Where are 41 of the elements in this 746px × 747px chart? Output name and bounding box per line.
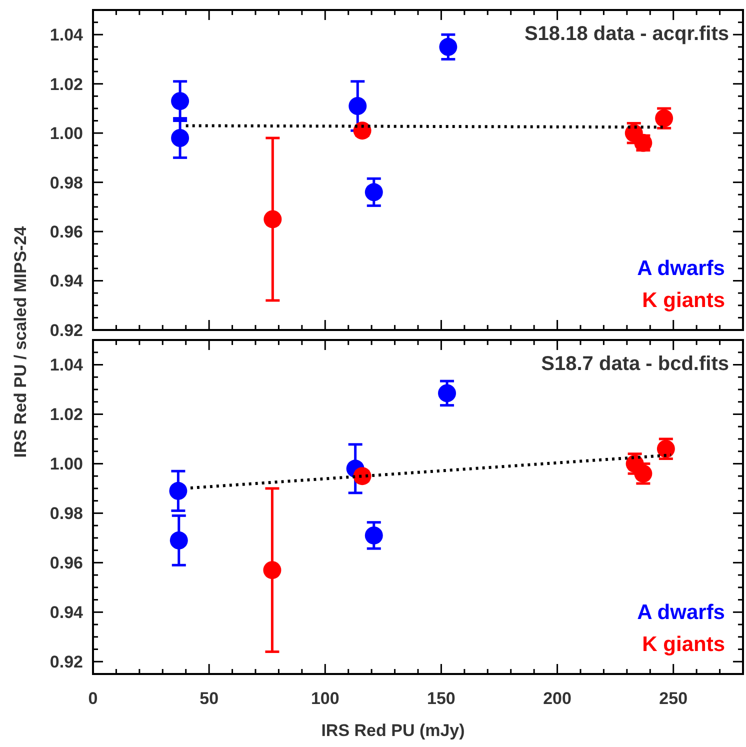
y-tick-label: 0.98 [50, 504, 83, 524]
point [353, 467, 372, 486]
point [364, 183, 383, 202]
y-tick-label: 0.92 [50, 320, 83, 340]
y-tick-label: 1.02 [50, 405, 83, 424]
point [353, 122, 372, 140]
y-axis-title: IRS Red PU / scaled MIPS-24 [11, 226, 30, 458]
point [263, 561, 282, 580]
text: A dwarfs [637, 257, 725, 280]
y-tick-label: 1.00 [50, 454, 83, 474]
y-tick-label: 0.96 [50, 554, 83, 573]
y-tick-label: 1.04 [50, 26, 84, 45]
point [264, 210, 282, 228]
x-axis-title: IRS Red PU (mJy) [321, 721, 465, 740]
y-tick-label: 1.04 [50, 356, 84, 375]
point [438, 384, 456, 402]
point [364, 526, 383, 544]
text: K giants [642, 633, 725, 656]
x-tick-label: 200 [543, 689, 572, 708]
text: A dwarfs [637, 601, 725, 624]
y-tick-label: 0.96 [50, 222, 83, 242]
x-tick-label: 250 [659, 689, 688, 708]
point [348, 97, 367, 115]
y-tick-label: 0.94 [50, 272, 84, 291]
text: S18.7 data - bcd.fits [541, 353, 729, 375]
x-tick-label: 50 [200, 689, 219, 708]
y-tick-label: 1.00 [50, 124, 83, 144]
text: S18.18 data - acqr.fits [524, 23, 729, 45]
y-tick-label: 0.98 [50, 173, 83, 192]
point [439, 38, 458, 56]
x-tick-label: 0 [88, 689, 98, 708]
text: K giants [642, 289, 725, 312]
x-tick-label: 100 [310, 689, 340, 708]
x-tick-label: 150 [427, 689, 456, 708]
point [169, 482, 188, 500]
y-tick-label: 0.92 [50, 652, 83, 672]
point [171, 129, 190, 147]
point [170, 531, 188, 550]
point [171, 92, 190, 110]
y-tick-label: 0.94 [50, 603, 84, 622]
y-tick-label: 1.02 [50, 74, 83, 94]
